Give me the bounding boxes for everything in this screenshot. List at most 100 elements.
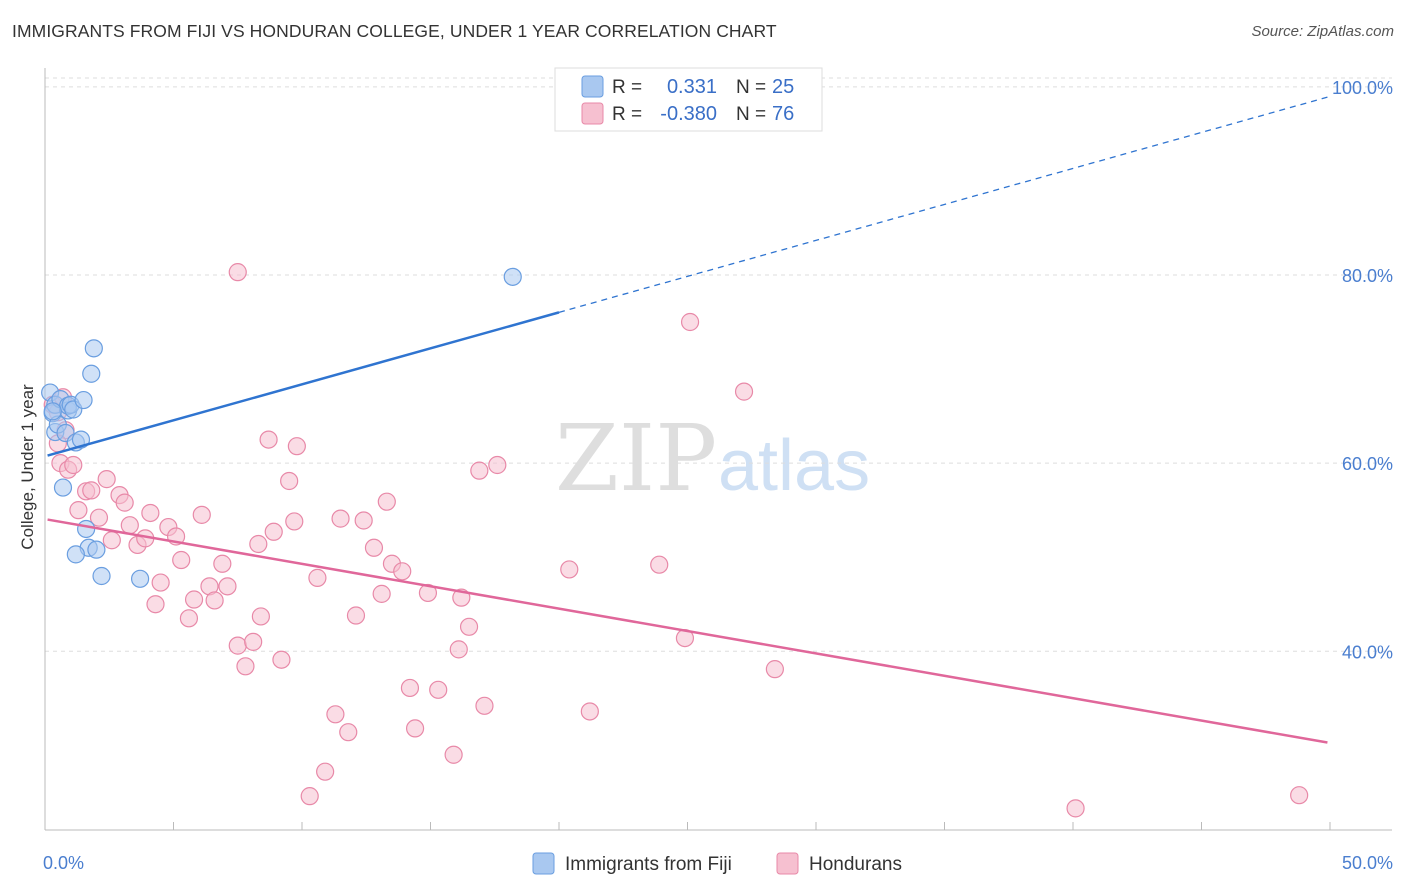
- honduran-point: [1290, 786, 1309, 805]
- honduran-point: [377, 492, 396, 511]
- honduran-point: [680, 312, 700, 332]
- bottom-legend-label-hondurans: Hondurans: [809, 854, 902, 875]
- y-axis-title: College, Under 1 year: [18, 384, 37, 550]
- honduran-point: [449, 640, 468, 659]
- honduran-point: [64, 455, 83, 475]
- legend-n-value-fiji: 25: [772, 76, 794, 98]
- honduran-point: [249, 534, 268, 554]
- honduran-point: [393, 562, 412, 581]
- bottom-legend-label-fiji: Immigrants from Fiji: [565, 854, 732, 875]
- fiji-trend-line: [47, 311, 560, 457]
- honduran-point: [151, 573, 170, 592]
- honduran-point: [82, 481, 101, 500]
- legend-swatch-hondurans: [581, 102, 604, 125]
- fiji-points: [41, 267, 522, 588]
- honduran-point: [316, 762, 335, 781]
- honduran-point: [326, 705, 345, 724]
- honduran-point: [470, 461, 489, 480]
- honduran-point: [141, 503, 160, 523]
- legend-n-label-hondurans: N =: [736, 104, 766, 125]
- honduran-point: [272, 650, 291, 669]
- honduran-point: [280, 471, 299, 491]
- honduran-point: [192, 505, 211, 524]
- x-axis-ticks: [44, 822, 1331, 830]
- honduran-point: [172, 550, 191, 570]
- chart-source: Source: ZipAtlas.com: [1251, 23, 1394, 40]
- legend-r-value-hondurans: -0.380: [660, 103, 717, 125]
- fiji-point: [130, 569, 150, 588]
- honduran-point: [488, 455, 507, 475]
- correlation-legend: R = 0.331 N = 25 R = -0.380 N = 76: [554, 67, 823, 132]
- honduran-point: [346, 606, 366, 625]
- honduran-point: [734, 382, 754, 401]
- honduran-point: [218, 577, 237, 596]
- honduran-point: [560, 560, 579, 579]
- honduran-point: [308, 568, 327, 587]
- y-tick-label: 60.0%: [1342, 454, 1393, 474]
- y-tick-label: 80.0%: [1342, 266, 1393, 286]
- watermark-zip: ZIP: [555, 405, 717, 512]
- series-legend: Immigrants from Fiji Hondurans: [532, 852, 902, 875]
- x-tick-label-max: 50.0%: [1342, 853, 1393, 873]
- honduran-point: [765, 660, 784, 679]
- hondurans-points: [43, 263, 1309, 818]
- honduran-point: [146, 595, 165, 614]
- fiji-point: [74, 390, 93, 410]
- fiji-point: [84, 339, 103, 358]
- honduran-point: [300, 787, 319, 806]
- honduran-point: [97, 470, 116, 489]
- honduran-point: [213, 554, 232, 573]
- honduran-point: [102, 531, 121, 550]
- legend-r-label-hondurans: R =: [612, 104, 642, 125]
- legend-swatch-fiji: [581, 75, 604, 98]
- fiji-point: [66, 545, 85, 564]
- fiji-point: [43, 402, 62, 421]
- legend-n-label-fiji: N =: [736, 77, 766, 98]
- honduran-point: [580, 702, 599, 721]
- honduran-point: [372, 584, 391, 603]
- legend-r-label-fiji: R =: [612, 77, 642, 98]
- trend-lines: [47, 96, 1328, 744]
- watermark-atlas: atlas: [718, 426, 870, 506]
- honduran-point: [287, 437, 306, 456]
- fiji-point: [87, 540, 106, 559]
- honduran-point: [205, 591, 224, 610]
- fiji-point: [53, 478, 73, 497]
- y-tick-label: 40.0%: [1342, 642, 1393, 662]
- honduran-point: [650, 555, 669, 574]
- bottom-legend-swatch-hondurans: [776, 852, 799, 875]
- bottom-legend-swatch-fiji: [532, 852, 555, 875]
- honduran-point: [69, 501, 88, 520]
- honduran-point: [89, 508, 109, 527]
- honduran-point: [1066, 799, 1085, 818]
- honduran-point: [179, 609, 199, 628]
- honduran-point: [228, 263, 247, 282]
- legend-n-value-hondurans: 76: [772, 103, 794, 125]
- fiji-point: [92, 566, 111, 586]
- honduran-point: [251, 607, 270, 626]
- honduran-point: [475, 696, 494, 715]
- gridlines: [45, 77, 1392, 652]
- honduran-point: [184, 590, 204, 609]
- honduran-point: [339, 723, 358, 742]
- x-tick-label-min: 0.0%: [43, 853, 84, 873]
- honduran-point: [418, 583, 438, 603]
- fiji-point: [77, 519, 96, 539]
- legend-r-value-fiji: 0.331: [667, 76, 717, 98]
- honduran-point: [331, 509, 350, 528]
- honduran-point: [354, 511, 373, 530]
- honduran-point: [264, 522, 283, 541]
- honduran-point: [115, 493, 134, 512]
- honduran-point: [120, 516, 139, 535]
- honduran-point: [459, 617, 479, 636]
- hondurans-trend-line: [47, 518, 1328, 744]
- fiji-point: [503, 267, 522, 286]
- y-axis-tick-labels: 40.0% 60.0% 80.0% 100.0%: [1332, 78, 1393, 662]
- honduran-point: [405, 719, 425, 738]
- honduran-point: [259, 430, 278, 449]
- honduran-point: [236, 657, 255, 676]
- chart-title: IMMIGRANTS FROM FIJI VS HONDURAN COLLEGE…: [12, 21, 777, 41]
- fiji-trend-line-extension: [558, 96, 1328, 313]
- honduran-point: [228, 636, 247, 655]
